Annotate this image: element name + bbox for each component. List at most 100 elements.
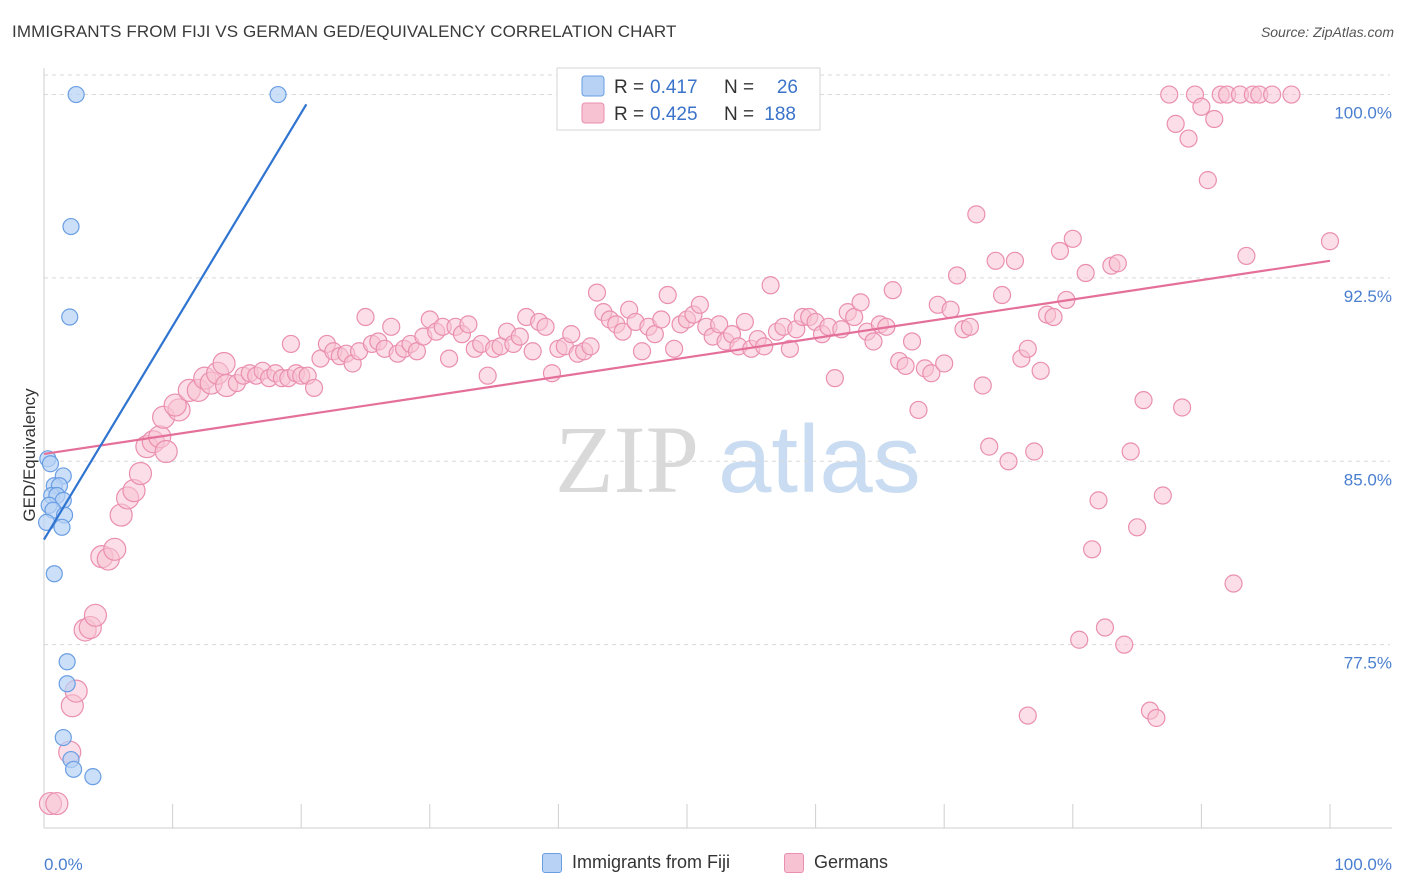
germans-point	[1108, 254, 1127, 273]
germans-point	[1134, 391, 1153, 410]
germans-point	[562, 325, 581, 344]
germans-point	[941, 300, 960, 319]
legend-r-label-fiji: R =	[614, 77, 644, 98]
germans-point	[992, 285, 1012, 305]
y-axis-label: GED/Equivalency	[20, 388, 39, 522]
germans-point	[510, 327, 529, 346]
watermark-zip: ZIP	[555, 406, 699, 513]
germans-point	[1005, 251, 1025, 270]
germans-point	[922, 364, 941, 383]
germans-point	[304, 378, 324, 398]
legend-r-value-germans: 0.425	[650, 104, 698, 125]
y-tick-label: 100.0%	[1334, 104, 1392, 123]
germans-point	[613, 322, 632, 341]
germans-point	[1205, 109, 1224, 129]
germans-point	[103, 537, 127, 561]
germans-point	[45, 791, 69, 816]
germans-point	[1166, 114, 1185, 133]
legend-n-value-germans: 188	[764, 104, 796, 125]
germans-point	[632, 342, 652, 361]
germans-point	[1198, 171, 1217, 190]
germans-point	[536, 317, 555, 336]
fiji-trend-line	[43, 103, 308, 541]
germans-point	[864, 332, 883, 351]
germans-point	[1018, 706, 1037, 725]
germans-point	[902, 332, 922, 351]
germans-point	[780, 339, 799, 358]
fiji-point	[58, 675, 76, 693]
germans-point	[1147, 708, 1166, 728]
correlation-legend: R = 0.417 N = 26 R = 0.425 N = 188	[556, 67, 821, 131]
germans-point	[459, 315, 478, 334]
germans-point	[1025, 442, 1044, 461]
legend-swatch-germans-bottom	[784, 852, 804, 873]
germans-point	[128, 461, 153, 486]
legend-n-label-germans: N =	[724, 104, 754, 125]
legend-swatch-fiji-bottom	[542, 852, 562, 873]
germans-point	[967, 205, 986, 224]
germans-point	[665, 339, 684, 358]
germans-point	[980, 437, 999, 456]
germans-point	[1179, 129, 1198, 148]
fiji-point	[84, 768, 102, 786]
fiji-point	[58, 653, 76, 671]
germans-point	[1224, 574, 1243, 593]
axes: 77.5% 85.0% 92.5% 100.0% 0.0% 100.0%	[43, 68, 1392, 874]
germans-point	[652, 310, 671, 329]
legend-n-value-fiji: 26	[777, 77, 798, 98]
germans-trend-line	[43, 259, 1331, 456]
germans-point	[999, 452, 1018, 471]
germans-point	[1282, 85, 1301, 104]
germans-point	[1263, 85, 1282, 104]
y-tick-label: 77.5%	[1344, 654, 1392, 673]
germans-point	[761, 276, 780, 295]
germans-point	[1070, 630, 1089, 649]
germans-point	[281, 334, 301, 354]
legend-item-germans[interactable]: Germans	[784, 852, 888, 873]
germans-point	[1160, 85, 1179, 104]
fiji-point	[67, 85, 85, 104]
fiji-point	[54, 728, 72, 747]
fiji-point	[45, 565, 63, 583]
germans-point	[154, 439, 178, 464]
germans-point	[883, 281, 902, 300]
germans-point	[658, 285, 677, 305]
germans-points	[38, 85, 1340, 816]
germans-point	[478, 366, 497, 385]
germans-point	[909, 400, 928, 420]
legend-r-label-germans: R =	[614, 104, 644, 125]
fiji-point	[53, 518, 71, 536]
germans-point	[1173, 398, 1192, 417]
germans-point	[382, 317, 401, 336]
germans-point	[896, 356, 915, 376]
germans-point	[1050, 241, 1070, 261]
legend-label-germans: Germans	[814, 852, 889, 872]
legend-item-fiji[interactable]: Immigrants from Fiji	[542, 852, 730, 873]
germans-point	[710, 315, 729, 334]
legend-n-label-fiji: N =	[724, 77, 754, 98]
watermark-atlas: atlas	[718, 406, 921, 513]
grid	[44, 74, 1390, 646]
legend-label-fiji: Immigrants from Fiji	[572, 852, 731, 872]
fiji-point	[62, 217, 80, 236]
watermark: ZIP atlas	[555, 406, 921, 513]
germans-point	[986, 251, 1005, 270]
germans-point	[935, 354, 954, 373]
germans-point	[1115, 635, 1134, 654]
germans-point	[1044, 307, 1063, 327]
germans-point	[1127, 518, 1147, 537]
y-tick-label: 85.0%	[1344, 470, 1392, 489]
germans-point	[1063, 229, 1082, 248]
germans-point	[356, 307, 375, 327]
fiji-point	[269, 85, 287, 104]
germans-point	[587, 283, 607, 302]
x-tick-label: 0.0%	[44, 855, 83, 874]
germans-point	[1121, 442, 1140, 461]
trend-lines	[43, 103, 1331, 541]
source-label: Source: ZipAtlas.com	[1260, 24, 1394, 40]
germans-point	[1031, 361, 1050, 380]
chart-title: IMMIGRANTS FROM FIJI VS GERMAN GED/EQUIV…	[12, 22, 677, 41]
germans-point	[1018, 339, 1037, 358]
legend-swatch-germans	[581, 102, 605, 124]
